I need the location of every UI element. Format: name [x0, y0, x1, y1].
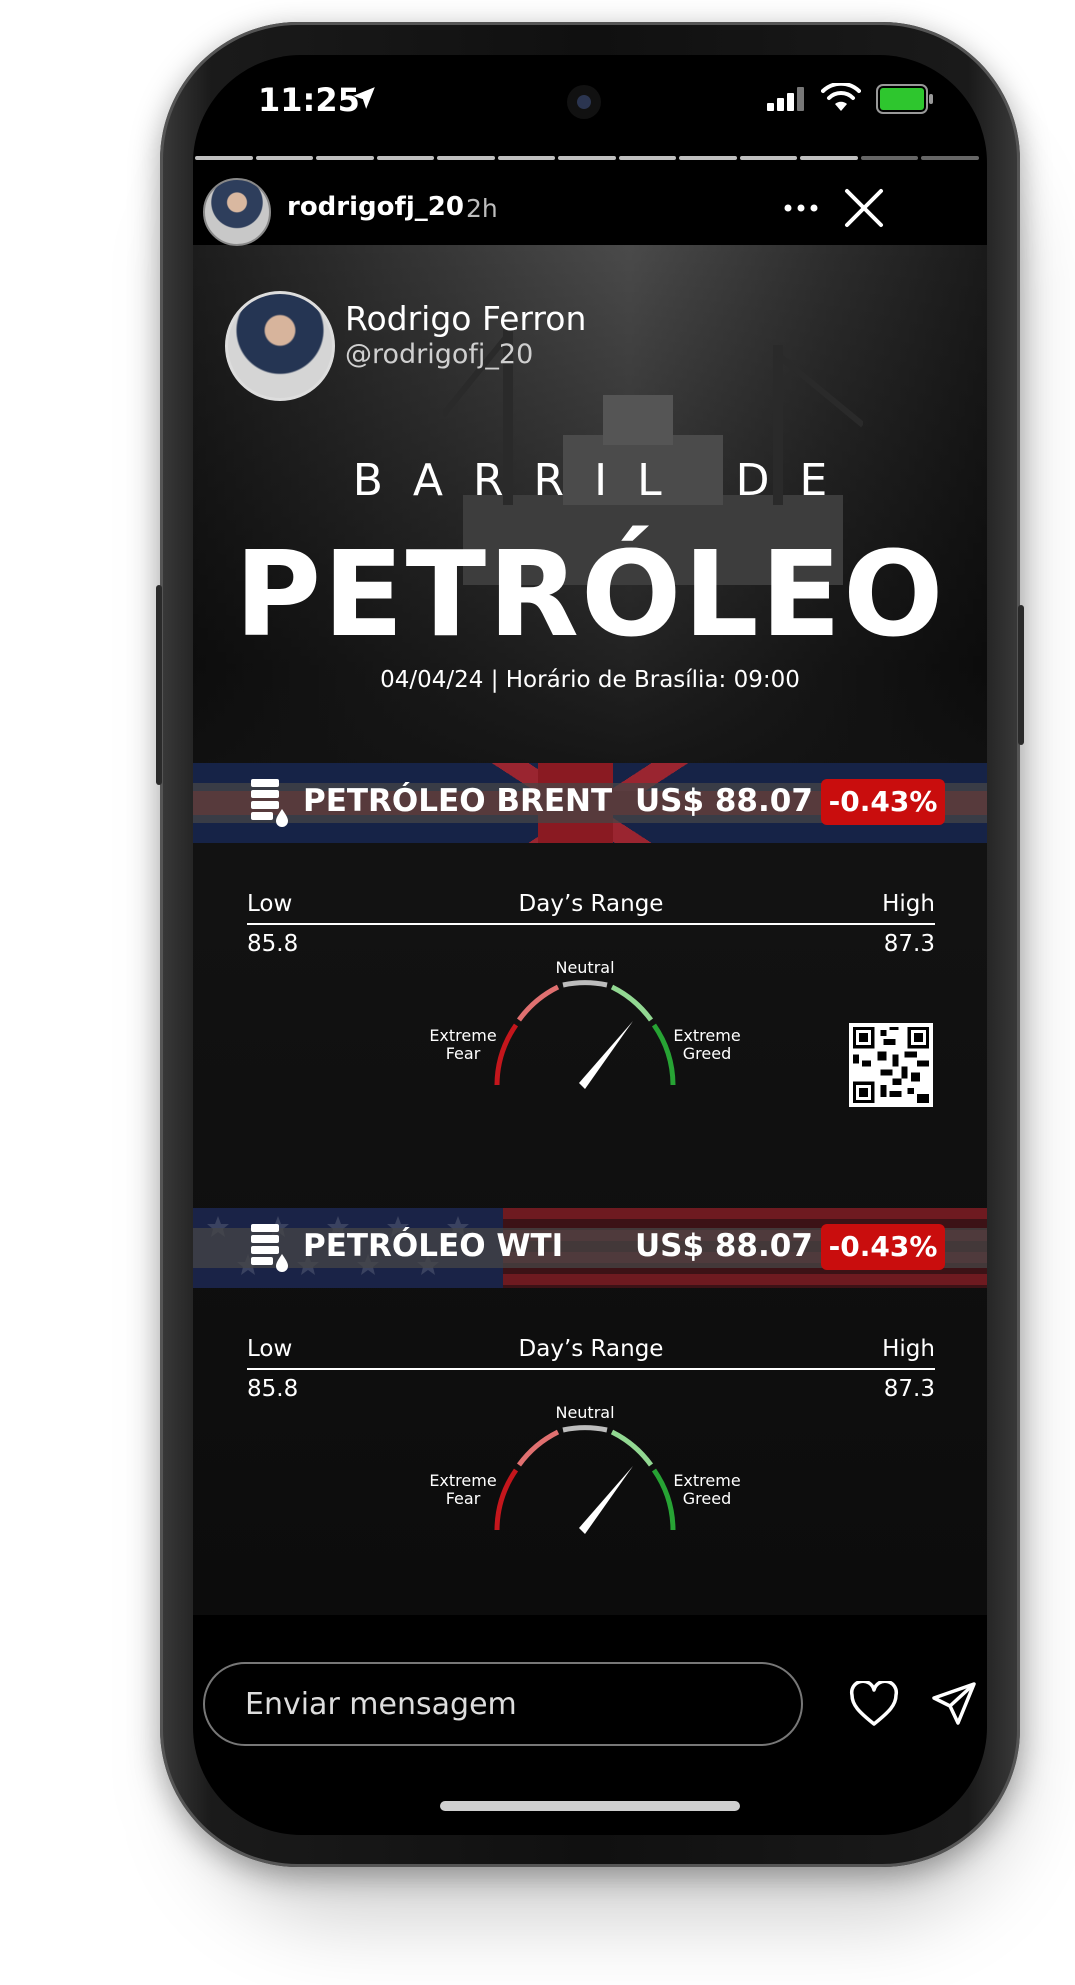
story-username[interactable]: rodrigofj_20 — [287, 192, 464, 222]
content-panel — [193, 763, 987, 1615]
wti-high-value: 87.3 — [883, 1376, 935, 1402]
brent-change-badge: -0.43% — [821, 779, 945, 825]
wti-title: PETRÓLEO WTI — [303, 1228, 564, 1264]
story-progress-segment — [860, 156, 919, 160]
headline-big: PETRÓLEO — [234, 525, 946, 663]
gauge-greed-label-line2: Greed — [683, 1044, 731, 1063]
wifi-icon — [821, 83, 861, 111]
story-progress-segment — [255, 156, 314, 160]
story-progress-segment — [558, 156, 616, 160]
story-progress-segment — [921, 156, 979, 160]
story-progress-segment — [739, 156, 798, 160]
story-time-ago: 2h — [466, 194, 498, 223]
range-title: Day’s Range — [518, 891, 664, 917]
gauge-neutral-label: Neutral — [555, 958, 614, 977]
gauge-neutral-label: Neutral — [555, 1403, 614, 1422]
barrel-icon — [251, 779, 288, 827]
story-progress-segment — [376, 156, 435, 160]
signal-icon — [767, 87, 804, 111]
front-camera — [567, 85, 601, 119]
qr-code-icon[interactable] — [849, 1023, 933, 1107]
range-low-label: Low — [247, 891, 293, 917]
gauge-greed-label-line1: Extreme — [673, 1471, 740, 1490]
side-button-right — [1018, 605, 1024, 745]
gauge-fear-label-line2: Fear — [446, 1489, 481, 1508]
story-progress-segment — [497, 156, 556, 160]
status-time: 11:25 — [258, 81, 360, 119]
range-high-label: High — [882, 891, 935, 917]
range-title: Day’s Range — [518, 1336, 664, 1362]
range-high-label: High — [882, 1336, 935, 1362]
brent-title: PETRÓLEO BRENT — [303, 783, 613, 819]
send-icon[interactable] — [931, 1681, 977, 1727]
gauge-greed-label-line2: Greed — [683, 1489, 731, 1508]
range-divider — [247, 923, 935, 925]
story-progress-segment — [618, 156, 677, 160]
story-progress-segment — [195, 156, 253, 160]
heart-icon[interactable] — [849, 1681, 899, 1727]
range-divider — [247, 1368, 935, 1370]
brent-price: US$ 88.07 — [635, 783, 813, 819]
wti-sentiment-gauge: Neutral Extreme Fear Extreme Greed — [429, 1403, 741, 1534]
wti-low-value: 85.8 — [247, 1376, 299, 1402]
headline-small: BARRIL DE — [352, 455, 858, 506]
more-icon[interactable] — [783, 203, 819, 213]
brent-low-value: 85.8 — [247, 931, 299, 957]
battery-icon — [876, 84, 933, 114]
gauge-fear-label-line2: Fear — [446, 1044, 481, 1063]
range-low-label: Low — [247, 1336, 293, 1362]
story-progress-segment — [437, 156, 495, 160]
brent-banner: PETRÓLEO BRENT US$ 88.07 -0.43% — [193, 763, 987, 843]
gauge-greed-label-line1: Extreme — [673, 1026, 740, 1045]
author-handle: @rodrigofj_20 — [345, 339, 534, 370]
gauge-fear-label-line1: Extreme — [429, 1471, 496, 1490]
side-button-left — [156, 585, 162, 785]
date-line: 04/04/24 | Horário de Brasília: 09:00 — [380, 667, 800, 693]
location-arrow-icon — [353, 87, 375, 109]
ship-crane-silhouette — [443, 325, 863, 585]
brent-sentiment-gauge: Neutral Extreme Fear Extreme Greed — [429, 958, 741, 1089]
background-photo — [193, 245, 987, 805]
story-progress-segment — [800, 156, 858, 160]
wti-banner: PETRÓLEO WTI US$ 88.07 -0.43% — [193, 1208, 987, 1288]
home-indicator[interactable] — [440, 1801, 740, 1811]
wti-price: US$ 88.07 — [635, 1228, 813, 1264]
gauge-fear-label-line1: Extreme — [429, 1026, 496, 1045]
story-progress-segment — [679, 156, 737, 160]
story-screen: 11:25 — [193, 55, 987, 1835]
author-avatar — [225, 291, 335, 401]
story-progress — [195, 156, 979, 160]
message-input[interactable] — [203, 1662, 803, 1746]
close-icon[interactable] — [841, 185, 887, 231]
wti-change-badge: -0.43% — [821, 1224, 945, 1270]
barrel-icon — [251, 1224, 288, 1272]
brent-high-value: 87.3 — [883, 931, 935, 957]
author-name: Rodrigo Ferron — [345, 299, 587, 338]
story-avatar[interactable] — [203, 178, 271, 246]
story-progress-segment — [316, 156, 374, 160]
